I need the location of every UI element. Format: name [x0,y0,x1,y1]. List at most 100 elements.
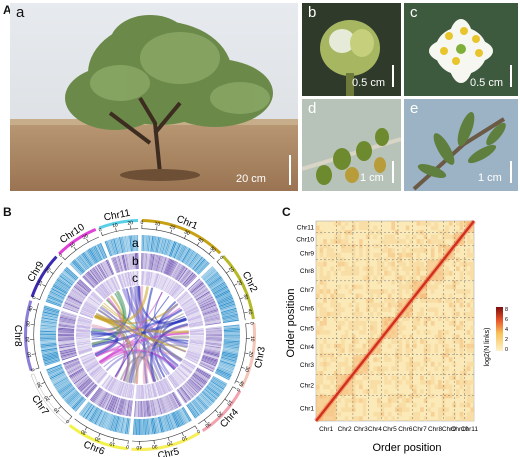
tick-label: 30 [183,229,191,237]
tick-mark [170,229,173,234]
track-a-bar [201,391,215,403]
heatmap-cell [398,321,403,326]
track-c-bar [81,308,95,315]
track-c-bar [76,341,91,345]
track-a-bar [220,307,237,313]
track-b-bar [113,397,119,413]
tick-label: 40 [136,444,142,450]
track-c-bar [156,274,162,288]
synteny-link [129,286,189,348]
track-b-bar [160,257,167,273]
heatmap-cell [319,252,324,258]
track-b-bar [157,398,163,415]
track-c-bar [77,345,92,350]
track-b-bar [205,337,222,339]
heatmap-cell [416,393,421,399]
heatmap-cell [316,293,320,299]
track-b-bar [133,253,136,270]
track-b-bar [117,255,123,272]
track-a-bar [154,417,159,434]
tick-label: 0 [65,418,71,425]
x-axis-label: Order position [372,442,441,454]
track-c-bar [120,274,125,288]
heatmap-cell [391,280,395,285]
heatmap-cell [420,298,424,303]
track-b-bar [63,358,79,366]
track-a-bar [146,418,150,435]
track-a-bar [62,387,76,399]
track-a-bar [66,391,79,404]
track-c-bar [187,351,201,357]
track-a-bar [42,354,59,359]
heatmap-cell [362,343,367,349]
heatmap-cell [380,330,385,335]
tick-label: 10 [69,241,77,249]
heatmap-cell [412,266,417,271]
heatmap-cell [380,261,385,267]
track-b-bar [122,399,127,416]
track-c-bar [138,384,140,399]
track-c-bar [161,277,168,291]
track-a-bar [162,415,169,432]
track-a-bar [202,390,216,402]
track-b-bar [64,360,80,368]
heatmap-cell [341,293,345,299]
heatmap-cell [387,234,392,240]
heatmap-cell [420,248,424,253]
tick-mark [208,251,212,255]
track-b-bar [58,321,75,325]
tick-label: 30 [80,428,88,436]
track-c-bar [189,340,204,343]
heatmap-cell [330,393,334,399]
heatmap-cell [470,398,474,403]
track-a-bar [118,417,124,433]
colorbar-tick-label: 2 [505,337,508,343]
track-b-bar [203,353,219,360]
track-b-bar [184,273,196,287]
track-b-bar [202,354,219,361]
track-a-bar [40,320,57,324]
track-c-bar [172,372,182,384]
track-b-bar [205,326,222,329]
track-c-bar [157,381,163,396]
track-b-bar [166,395,174,411]
track-c-bar [83,358,96,366]
heatmap-cell [330,298,334,303]
track-c-bar [131,384,134,399]
heatmap-cell [359,371,363,376]
track-c-bar [174,371,185,382]
track-b-bar [196,368,211,378]
track-a-bar [211,378,226,388]
track-b-bar [84,273,97,287]
track-a-bar [135,418,138,435]
heatmap-cell [319,261,324,267]
heatmap-cell [337,230,342,235]
track-b-bar [58,331,75,333]
heatmap-cell [445,366,449,371]
track-a-bar [168,413,176,429]
heatmap-cell [316,289,320,294]
heatmap-cell [463,366,467,371]
heatmap-cell [430,284,435,290]
heatmap-cell [466,361,471,367]
track-a-bar [40,344,57,347]
track-b-bar [60,314,77,320]
track-b-bar [58,335,75,337]
track-c-bar [76,331,91,333]
track-b-bar [144,253,147,270]
heatmap-cell [402,398,406,403]
track-b-bar [93,266,104,281]
track-b-bar [137,253,139,270]
track-a-bar [107,240,114,256]
track-a-bar [144,235,146,252]
track-b-bar [146,400,149,417]
heatmap-cell [438,248,442,253]
track-b-bar [154,254,159,271]
track-a-bar [223,338,240,341]
heatmap-cell [427,280,431,285]
track-b-bar [196,292,211,302]
track-a-bar [40,327,57,330]
heatmap-cell [337,352,342,358]
track-a-bar [92,246,102,261]
track-b-bar [136,400,139,417]
